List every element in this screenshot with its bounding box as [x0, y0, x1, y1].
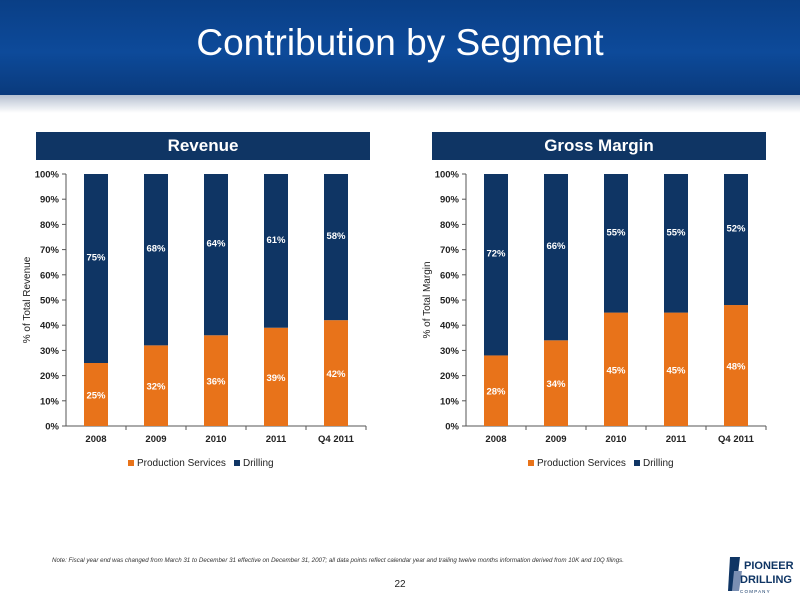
margin-legend-swatch-production-services: [528, 460, 534, 466]
gross-margin-chart: 0% 10% 20% 30% 40% 50% 60% 70% 80% 90% 100% % of To…: [422, 170, 767, 469]
margin-xtick-label: 2011: [666, 434, 687, 445]
revenue-ytick-label: 20%: [40, 371, 60, 382]
margin-bar-production-services: [724, 305, 748, 426]
revenue-xtick-label: 2011: [266, 434, 287, 445]
margin-bar-drilling: [544, 174, 568, 341]
logo-line-1: PIONEER: [744, 560, 794, 572]
header-shadow: [0, 95, 800, 113]
revenue-ytick-label: 100%: [35, 170, 60, 181]
revenue-legend-swatch-drilling: [234, 460, 240, 466]
revenue-chart: 0% 10% 20% 30% 40% 50% 60% 70% 80% 90% 100% % of To…: [22, 170, 367, 469]
gross-margin-panel-title: Gross Margin: [432, 132, 766, 160]
revenue-ytick-label: 0%: [45, 422, 59, 433]
revenue-ytick-label: 40%: [40, 321, 60, 332]
logo-line-2: DRILLING: [740, 574, 792, 586]
revenue-legend-drilling: Drilling: [243, 458, 274, 469]
margin-bar-production-services: [664, 312, 688, 426]
revenue-bar-production-services: [144, 345, 168, 426]
revenue-label-production-services: 32%: [146, 382, 166, 393]
margin-bar-drilling: [664, 174, 688, 313]
revenue-xtick-label: 2009: [145, 434, 166, 445]
margin-label-drilling: 52%: [726, 224, 746, 235]
margin-legend-drilling: Drilling: [643, 458, 674, 469]
margin-label-drilling: 55%: [606, 227, 626, 238]
revenue-xtick-label: 2008: [85, 434, 106, 445]
margin-y-axis-label: % of Total Margin: [422, 261, 433, 338]
revenue-bar-production-services: [264, 327, 288, 426]
footnote: Note: Fiscal year end was changed from M…: [52, 557, 624, 564]
margin-label-drilling: 72%: [486, 249, 506, 260]
revenue-ytick-label: 60%: [40, 270, 60, 281]
margin-bar-drilling: [724, 174, 748, 306]
revenue-legend-swatch-production-services: [128, 460, 134, 466]
revenue-label-production-services: 25%: [86, 391, 106, 402]
revenue-label-drilling: 68%: [146, 244, 166, 255]
page-title: Contribution by Segment: [196, 22, 604, 63]
revenue-bar-production-services: [204, 335, 228, 426]
margin-label-production-services: 28%: [486, 387, 506, 398]
revenue-y-axis-label: % of Total Revenue: [22, 256, 33, 343]
margin-ytick-label: 40%: [440, 321, 460, 332]
margin-bar-production-services: [544, 340, 568, 426]
margin-legend-swatch-drilling: [634, 460, 640, 466]
margin-ytick-label: 80%: [440, 220, 460, 231]
revenue-xtick-label: Q4 2011: [318, 434, 355, 445]
margin-xtick-label: 2009: [545, 434, 566, 445]
margin-label-production-services: 45%: [606, 365, 626, 376]
margin-bar-drilling: [484, 174, 508, 356]
revenue-bar-drilling: [84, 174, 108, 363]
margin-ytick-label: 100%: [435, 170, 460, 181]
revenue-bar-production-services: [324, 320, 348, 426]
revenue-ytick-label: 50%: [40, 296, 60, 307]
margin-xtick-label: 2010: [605, 434, 626, 445]
margin-ytick-label: 20%: [440, 371, 460, 382]
revenue-bar-drilling: [204, 174, 228, 336]
revenue-label-production-services: 39%: [266, 373, 286, 384]
revenue-label-production-services: 36%: [206, 377, 226, 388]
margin-bar-drilling: [604, 174, 628, 313]
margin-label-drilling: 66%: [546, 241, 566, 252]
margin-legend-production-services: Production Services: [537, 458, 626, 469]
margin-bar-production-services: [484, 355, 508, 426]
margin-ytick-label: 10%: [440, 396, 460, 407]
margin-xtick-label: Q4 2011: [718, 434, 755, 445]
revenue-ytick-label: 70%: [40, 245, 60, 256]
revenue-bar-drilling: [324, 174, 348, 321]
margin-label-production-services: 48%: [726, 362, 746, 373]
revenue-label-drilling: 75%: [86, 253, 106, 264]
margin-ytick-label: 50%: [440, 296, 460, 307]
margin-ytick-label: 0%: [445, 422, 459, 433]
revenue-legend-production-services: Production Services: [137, 458, 226, 469]
margin-label-production-services: 45%: [666, 365, 686, 376]
margin-xtick-label: 2008: [485, 434, 506, 445]
page-number: 22: [394, 579, 406, 590]
revenue-bar-drilling: [264, 174, 288, 328]
margin-label-production-services: 34%: [546, 379, 566, 390]
revenue-ytick-label: 90%: [40, 195, 60, 206]
revenue-label-drilling: 61%: [266, 235, 286, 246]
revenue-ytick-label: 30%: [40, 346, 60, 357]
revenue-panel-title: Revenue: [36, 132, 370, 160]
logo-mark-light: [732, 571, 742, 591]
logo-line-3: C O M P A N Y: [740, 589, 770, 594]
revenue-label-drilling: 64%: [206, 239, 226, 250]
margin-ytick-label: 60%: [440, 270, 460, 281]
margin-label-drilling: 55%: [666, 227, 686, 238]
revenue-ytick-label: 10%: [40, 396, 60, 407]
revenue-label-production-services: 42%: [326, 369, 346, 380]
margin-ytick-label: 70%: [440, 245, 460, 256]
revenue-xtick-label: 2010: [205, 434, 226, 445]
margin-bar-production-services: [604, 312, 628, 426]
margin-ytick-label: 90%: [440, 195, 460, 206]
revenue-bar-production-services: [84, 363, 108, 426]
revenue-ytick-label: 80%: [40, 220, 60, 231]
margin-ytick-label: 30%: [440, 346, 460, 357]
revenue-label-drilling: 58%: [326, 231, 346, 242]
revenue-bar-drilling: [144, 174, 168, 346]
header-band: [0, 0, 800, 95]
company-logo: PIONEER DRILLING C O M P A N Y: [728, 557, 794, 594]
